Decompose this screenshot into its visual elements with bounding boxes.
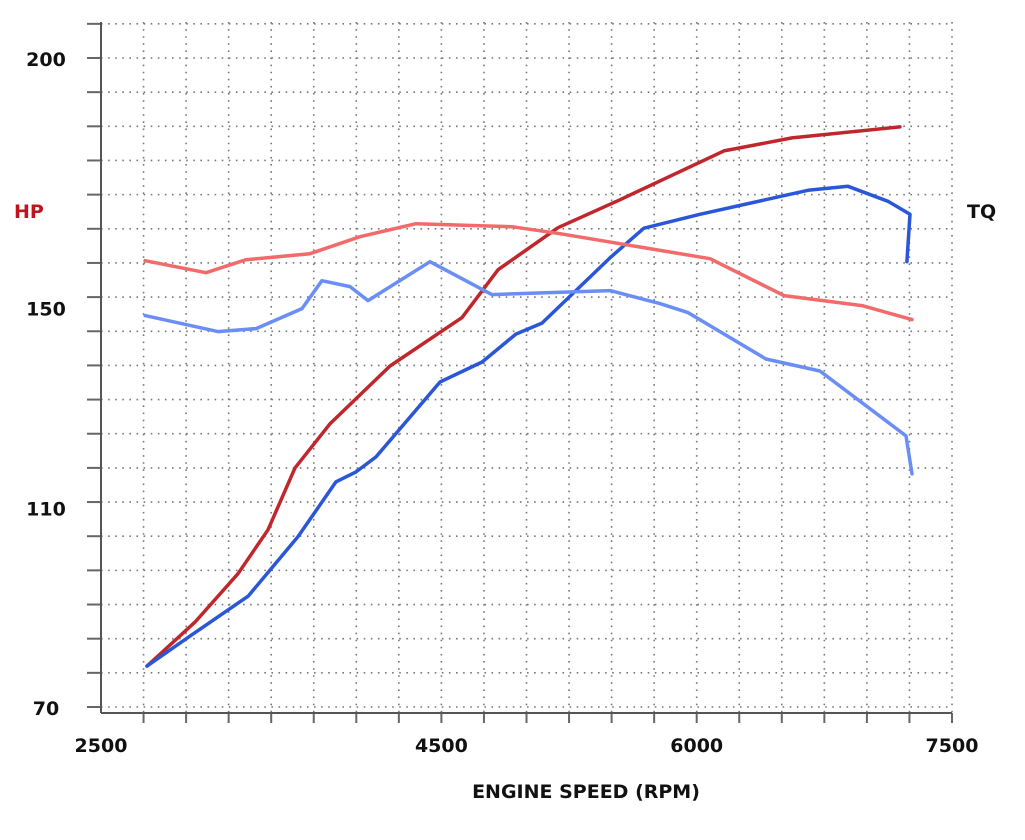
x-axis-label: ENGINE SPEED (RPM): [472, 781, 700, 803]
series-line-3: [143, 221, 914, 322]
tick-labels: 2500 4500 6000 7500 70 110 150 200: [26, 49, 978, 757]
series-line-4: [143, 259, 914, 476]
x-tick-label: 4500: [415, 735, 468, 757]
y-tick-label: 200: [26, 49, 66, 71]
hp-axis-label: HP: [14, 201, 44, 223]
series-line-2: [145, 184, 912, 668]
axes: [87, 22, 953, 723]
grid: [101, 22, 953, 713]
x-tick-label: 6000: [670, 735, 723, 757]
tq-axis-label: TQ: [967, 201, 996, 223]
x-tick-label: 2500: [75, 735, 128, 757]
y-tick-label: 70: [33, 698, 59, 720]
series-line-1: [145, 125, 902, 668]
y-tick-label: 110: [26, 498, 66, 520]
x-tick-label: 7500: [926, 735, 979, 757]
series-lines: [143, 125, 914, 668]
y-tick-label: 150: [26, 299, 66, 321]
